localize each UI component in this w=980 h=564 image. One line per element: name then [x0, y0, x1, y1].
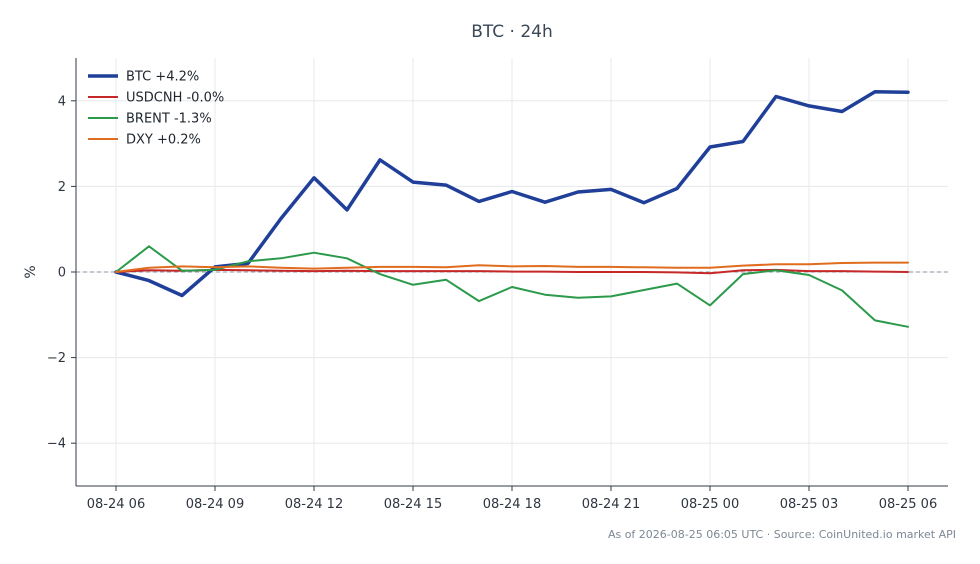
x-tick-label: 08-25 03: [780, 497, 838, 512]
x-tick-label: 08-24 09: [186, 497, 244, 512]
x-tick-label: 08-25 06: [879, 497, 937, 512]
x-tick-label: 08-24 18: [483, 497, 541, 512]
series-line-brent: [115, 245, 909, 328]
x-tick-label: 08-24 06: [87, 497, 145, 512]
legend-label-brent: BRENT -1.3%: [126, 112, 212, 127]
x-tick-label: 08-24 15: [384, 497, 442, 512]
axes: −4 −2 0 2 4 08-24 06 08-24 09 08-24 12 08-24 15 0…: [47, 58, 948, 512]
series-line-dxy: [115, 261, 909, 273]
legend-label-usdcnh: USDCNH -0.0%: [126, 91, 224, 106]
y-tick-label: 4: [58, 94, 66, 109]
x-tick-label: 08-25 00: [681, 497, 739, 512]
y-tick-label: 0: [58, 266, 66, 281]
legend: BTC +4.2% USDCNH -0.0% BRENT -1.3% DXY +0.2…: [88, 70, 224, 148]
y-tick-label: −4: [47, 437, 66, 452]
chart-title: BTC · 24h: [471, 22, 553, 42]
legend-label-btc: BTC +4.2%: [126, 70, 199, 85]
footer-source: As of 2026-08-25 06:05 UTC · Source: Coi…: [608, 528, 956, 541]
series-line-btc: [114, 90, 910, 298]
series-lines: [114, 90, 910, 328]
y-tick-label: −2: [47, 351, 66, 366]
x-tick-label: 08-24 21: [582, 497, 640, 512]
y-tick-label: 2: [58, 180, 66, 195]
x-tick-label: 08-24 12: [285, 497, 343, 512]
y-axis-label: %: [23, 265, 39, 278]
legend-label-dxy: DXY +0.2%: [126, 133, 201, 148]
